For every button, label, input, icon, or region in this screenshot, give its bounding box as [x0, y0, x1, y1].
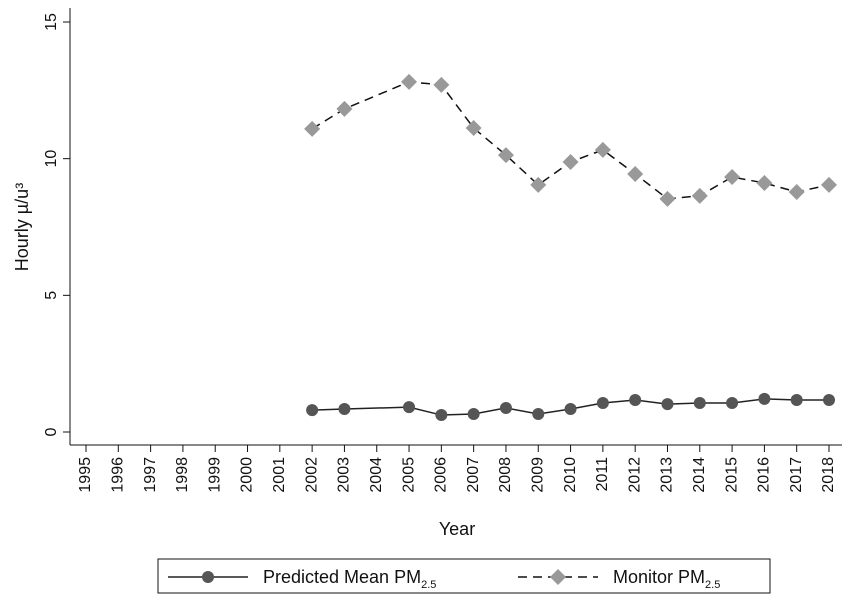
y-tick-label: 0: [43, 427, 60, 436]
legend-label: Predicted Mean PM2.5: [263, 567, 436, 591]
x-tick-label: 2006: [433, 457, 450, 493]
point: [691, 187, 708, 204]
y-tick-label: 5: [43, 291, 60, 300]
x-tick-label: 1996: [110, 457, 127, 493]
point: [693, 397, 706, 410]
point: [435, 409, 448, 422]
point: [465, 120, 482, 137]
x-tick-label: 2001: [271, 457, 288, 493]
point: [304, 120, 321, 137]
point: [756, 174, 773, 191]
x-tick-label: 2013: [659, 457, 676, 493]
point: [629, 394, 642, 407]
legend-marker: [550, 569, 566, 585]
point: [338, 403, 351, 416]
x-tick-label: 2017: [788, 457, 805, 493]
legend-label: Monitor PM2.5: [613, 567, 720, 591]
x-tick-label: 2004: [368, 457, 385, 493]
point: [530, 176, 547, 193]
point: [659, 190, 676, 207]
point: [562, 153, 579, 170]
x-tick-label: 1998: [174, 457, 191, 493]
legend-marker: [202, 571, 214, 583]
point: [788, 184, 805, 201]
y-axis-label: Hourly µ/u³: [12, 183, 32, 271]
series-line: [311, 81, 830, 200]
point: [306, 404, 319, 417]
y-tick-label: 15: [43, 13, 60, 31]
series-line: [312, 398, 829, 416]
y-tick-label: 10: [43, 150, 60, 168]
point: [336, 100, 353, 117]
x-tick-label: 2010: [562, 457, 579, 493]
x-tick-label: 2018: [820, 457, 837, 493]
x-tick-label: 2005: [400, 457, 417, 493]
x-tick-label: 2015: [723, 457, 740, 493]
point: [790, 394, 803, 407]
x-tick-label: 2014: [691, 457, 708, 493]
point: [594, 141, 611, 158]
point: [497, 147, 514, 164]
point: [724, 168, 741, 185]
point: [532, 407, 545, 420]
point: [433, 76, 450, 93]
x-tick-label: 2011: [594, 457, 611, 492]
point: [596, 397, 609, 410]
point: [661, 398, 674, 411]
point: [467, 407, 480, 420]
x-tick-label: 2007: [465, 457, 482, 493]
x-tick-label: 2002: [303, 457, 320, 493]
x-tick-label: 2008: [497, 457, 514, 493]
point: [499, 401, 512, 414]
point: [403, 401, 416, 414]
x-tick-label: 2003: [336, 457, 353, 493]
x-tick-label: 2009: [529, 457, 546, 493]
x-axis-label: Year: [439, 519, 475, 539]
x-tick-label: 1995: [77, 457, 94, 493]
x-tick-label: 2016: [756, 457, 773, 493]
x-tick-label: 1997: [142, 457, 159, 493]
x-tick-label: 2000: [239, 457, 256, 493]
point: [821, 176, 837, 193]
legend-box: [157, 558, 771, 594]
point: [401, 73, 418, 90]
point: [758, 392, 771, 405]
x-tick-label: 1999: [206, 457, 223, 493]
point: [726, 397, 739, 410]
point: [564, 403, 577, 416]
point: [627, 165, 644, 182]
x-tick-label: 2012: [626, 457, 643, 493]
point: [823, 394, 835, 407]
